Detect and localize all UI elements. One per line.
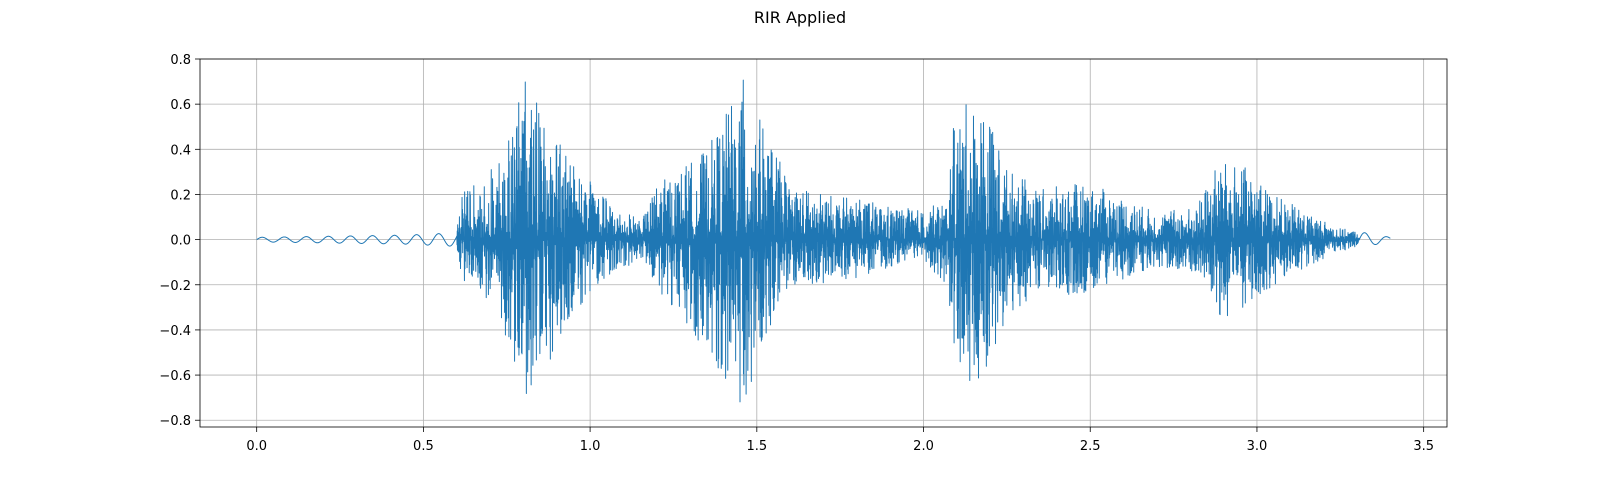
y-tick-label: 0.2 (170, 188, 191, 203)
plot-area (256, 79, 1391, 403)
x-tick-label: 3.5 (1413, 439, 1434, 454)
y-tick-label: 0.0 (170, 234, 191, 249)
x-tick-label: 0.5 (413, 439, 434, 454)
x-tick-label: 3.0 (1247, 439, 1268, 454)
y-axis: −0.8 −0.6 −0.4 −0.2 0.0 0.2 0.4 0.6 0.8 (159, 53, 200, 429)
y-tick-label: −0.2 (159, 279, 191, 294)
y-tick-label: −0.6 (159, 369, 191, 384)
x-tick-label: 2.0 (913, 439, 934, 454)
chart-title: RIR Applied (754, 8, 846, 27)
y-tick-label: 0.8 (170, 53, 191, 68)
y-tick-label: −0.4 (159, 324, 191, 339)
x-tick-label: 1.5 (746, 439, 767, 454)
y-tick-label: −0.8 (159, 414, 191, 429)
y-tick-label: 0.6 (170, 98, 191, 113)
x-tick-label: 2.5 (1080, 439, 1101, 454)
x-tick-label: 1.0 (580, 439, 601, 454)
y-tick-label: 0.4 (170, 143, 191, 158)
x-axis: 0.0 0.5 1.0 1.5 2.0 2.5 3.0 3.5 (246, 427, 1434, 454)
waveform-line (256, 79, 1391, 403)
axes-frame (199, 58, 1448, 428)
x-tick-label: 0.0 (246, 439, 267, 454)
